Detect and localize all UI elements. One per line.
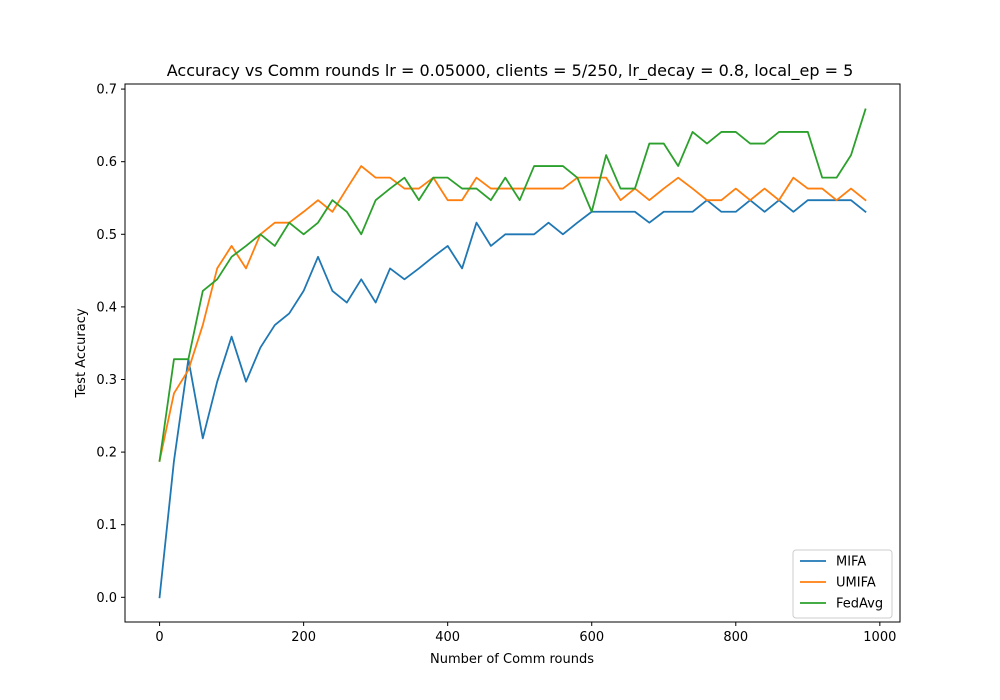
y-tick-label: 0.3	[96, 373, 117, 388]
y-tick-label: 0.0	[96, 591, 117, 606]
legend-box	[792, 549, 893, 619]
x-axis-label: Number of Comm rounds	[430, 652, 594, 667]
y-tick-label: 0.4	[96, 300, 117, 315]
x-tick-label: 400	[435, 630, 460, 645]
legend-label-mifa: MIFA	[836, 555, 866, 570]
series-line-umifa	[158, 165, 867, 462]
series-line-fedavg	[158, 108, 867, 462]
x-tick-label: 200	[291, 630, 316, 645]
y-tick-label: 0.7	[96, 83, 117, 98]
y-tick-label: 0.5	[96, 228, 117, 243]
y-axis-label: Test Accuracy	[74, 308, 89, 398]
y-tick-label: 0.2	[96, 446, 117, 461]
x-tick-label: 0	[155, 630, 163, 645]
plot-lines	[158, 108, 867, 599]
x-tick-label: 800	[723, 630, 748, 645]
y-axis: 0.0 0.1 0.2 0.3 0.4 0.5 0.6 0.7	[96, 83, 125, 606]
plot-frame	[124, 83, 901, 623]
chart-title: Accuracy vs Comm rounds lr = 0.05000, cl…	[167, 61, 854, 81]
x-tick-label: 1000	[863, 630, 896, 645]
legend-label-fedavg: FedAvg	[836, 597, 883, 612]
legend: MIFA UMIFA FedAvg	[792, 549, 893, 619]
legend-label-umifa: UMIFA	[836, 576, 876, 591]
x-axis: 0 200 400 600 800 1000	[155, 622, 896, 645]
y-tick-label: 0.6	[96, 155, 117, 170]
y-tick-label: 0.1	[96, 518, 117, 533]
x-tick-label: 600	[579, 630, 604, 645]
series-line-mifa	[158, 199, 867, 599]
